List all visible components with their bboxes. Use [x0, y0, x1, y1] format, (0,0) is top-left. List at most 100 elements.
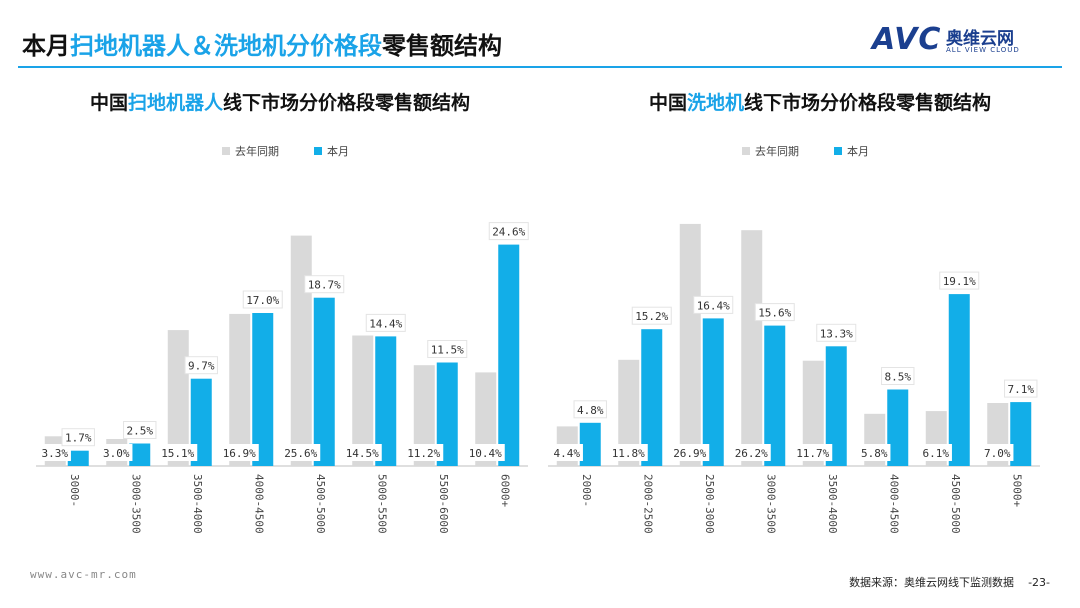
chart-right-tick-label: 3000-3500	[764, 474, 777, 534]
chart-left-label-this-month: 24.6%	[492, 226, 525, 239]
chart-right-bar-this-month	[579, 422, 601, 466]
chart-left-bar-last-year	[352, 335, 374, 466]
chart-left-bar-this-month	[436, 362, 458, 466]
page-title-highlight: 扫地机器人＆洗地机分价格段	[70, 32, 382, 60]
chart-left-legend-label-1: 本月	[327, 144, 349, 158]
chart-right-label-box-last-year	[858, 444, 891, 461]
chart-left-bar-this-month	[252, 313, 274, 466]
chart-left-label-last-year: 14.5%	[346, 447, 379, 460]
chart-right-label-this-month: 7.1%	[1008, 383, 1035, 396]
chart-left-bar-last-year	[229, 313, 251, 466]
chart-right-label-last-year: 26.2%	[735, 447, 768, 460]
chart-right-label-this-month: 8.5%	[885, 371, 912, 384]
chart-left-tick-label: 3000-	[68, 474, 81, 507]
footer-source: 数据来源：奥维云网线下监测数据 -23-	[849, 574, 1050, 590]
chart-left-label-last-year: 3.0%	[103, 447, 130, 460]
chart-right-tick-label: 4000-4500	[887, 474, 900, 534]
chart-right-tick-label: 5000+	[1010, 474, 1023, 507]
chart-right-bar-this-month	[887, 389, 909, 466]
chart-right-legend-label-1: 本月	[847, 144, 869, 158]
chart-left-label-last-year: 15.1%	[161, 447, 194, 460]
chart-left-label-box-this-month	[488, 222, 529, 241]
page-number: -23-	[1028, 576, 1050, 589]
chart-right-label-this-month: 15.2%	[635, 310, 668, 323]
chart-right-legend-swatch-1	[834, 147, 842, 155]
logo-mark: AVC	[872, 22, 942, 57]
chart-left-label-this-month: 17.0%	[246, 294, 279, 307]
footer-url: www.avc-mr.com	[30, 568, 137, 581]
chart-right-label-box-last-year	[981, 444, 1014, 461]
chart-right-label-box-this-month	[754, 303, 795, 322]
chart-left-bar-this-month	[313, 297, 335, 466]
chart-left-label-box-this-month	[304, 275, 345, 294]
chart-left-legend-swatch-0	[222, 147, 230, 155]
chart-left-tick-label: 5500-6000	[437, 474, 450, 534]
chart-left-label-box-last-year	[219, 444, 259, 461]
chart-left-tick-label: 5000-5500	[375, 474, 388, 534]
chart-left-bar-last-year	[167, 330, 189, 466]
chart-left-label-box-this-month	[61, 428, 95, 447]
chart-right-label-this-month: 16.4%	[697, 299, 730, 312]
chart-left-label-box-this-month	[242, 290, 283, 309]
chart-right-label-box-last-year	[919, 444, 952, 461]
chart-left-label-this-month: 1.7%	[65, 432, 92, 445]
chart-right-label-this-month: 13.3%	[820, 327, 853, 340]
chart-left-bar-this-month	[375, 336, 397, 466]
chart-left-label-box-this-month	[365, 313, 406, 332]
chart-left-label-last-year: 25.6%	[284, 447, 317, 460]
chart-left-label-box-this-month	[123, 421, 157, 439]
chart-left-label-last-year: 10.4%	[469, 447, 502, 460]
chart-left-label-box-this-month	[184, 356, 218, 375]
chart-right-bar-this-month	[825, 346, 847, 466]
chart-right-label-box-this-month	[881, 367, 915, 385]
chart-left-bar-last-year	[290, 235, 312, 466]
chart-right-legend-label-0: 去年同期	[755, 144, 799, 158]
chart-right-label-box-this-month	[1004, 379, 1038, 398]
chart-right-tick-label: 2000-	[580, 474, 593, 507]
chart-left-label-box-last-year	[158, 444, 198, 461]
chart-left-bar-last-year	[475, 372, 497, 466]
chart-left-tick-label: 4000-4500	[252, 474, 265, 534]
logo-cn-text: 奥维云网	[946, 29, 1014, 49]
chart-left-label-box-last-year	[404, 444, 444, 461]
chart-right-label-this-month: 15.6%	[758, 307, 791, 320]
chart-right-label-last-year: 11.8%	[612, 447, 645, 460]
chart-left-label-last-year: 3.3%	[42, 447, 69, 460]
chart-right-tick-label: 3500-4000	[826, 474, 839, 534]
logo-en-text: ALL VIEW CLOUD	[946, 46, 1020, 54]
chart-left-label-this-month: 11.5%	[431, 344, 464, 357]
chart-right-bar-this-month	[764, 325, 786, 466]
footer-source-text: 数据来源：奥维云网线下监测数据	[849, 576, 1015, 589]
chart-left-label-this-month: 18.7%	[308, 279, 341, 292]
chart-left-label-last-year: 16.9%	[223, 447, 256, 460]
chart-right-bar-last-year	[618, 359, 640, 466]
chart-left-tick-label: 3000-3500	[129, 474, 142, 534]
avc-logo: AVC 奥维云网 ALL VIEW CLOUD	[872, 20, 1052, 60]
chart-title-right: 中国洗地机线下市场分价格段零售额结构	[560, 88, 1080, 115]
chart-right-tick-label: 2500-3000	[703, 474, 716, 534]
chart-right-tick-label: 4500-5000	[949, 474, 962, 534]
chart-left-label-box-last-year	[281, 444, 321, 461]
chart-left-label-box-this-month	[427, 340, 468, 358]
chart-right-label-last-year: 6.1%	[923, 447, 950, 460]
chart-right-label-last-year: 5.8%	[861, 447, 888, 460]
chart-right-label-box-last-year	[731, 444, 771, 461]
chart-right-label-last-year: 4.4%	[554, 447, 581, 460]
chart-right-bar-last-year	[741, 230, 763, 466]
chart-title-left-prefix: 中国	[89, 92, 128, 114]
chart-left-label-box-last-year	[465, 444, 505, 461]
chart-right-label-box-last-year	[550, 444, 583, 461]
chart-left-label-box-last-year	[100, 444, 133, 461]
chart-right-bar-this-month	[641, 329, 663, 466]
chart-left-label-this-month: 9.7%	[188, 360, 215, 373]
chart-right-label-box-this-month	[693, 295, 734, 314]
chart-left-label-last-year: 11.2%	[407, 447, 440, 460]
chart-title-left-suffix: 线下市场分价格段零售额结构	[223, 92, 471, 114]
chart-left-label-box-last-year	[342, 444, 382, 461]
chart-left-label-this-month: 2.5%	[127, 425, 154, 438]
chart-right-label-last-year: 7.0%	[984, 447, 1011, 460]
chart-right-label-last-year: 11.7%	[796, 447, 829, 460]
page-title-suffix: 零售额结构	[382, 32, 502, 60]
chart-title-right-prefix: 中国	[648, 92, 687, 114]
